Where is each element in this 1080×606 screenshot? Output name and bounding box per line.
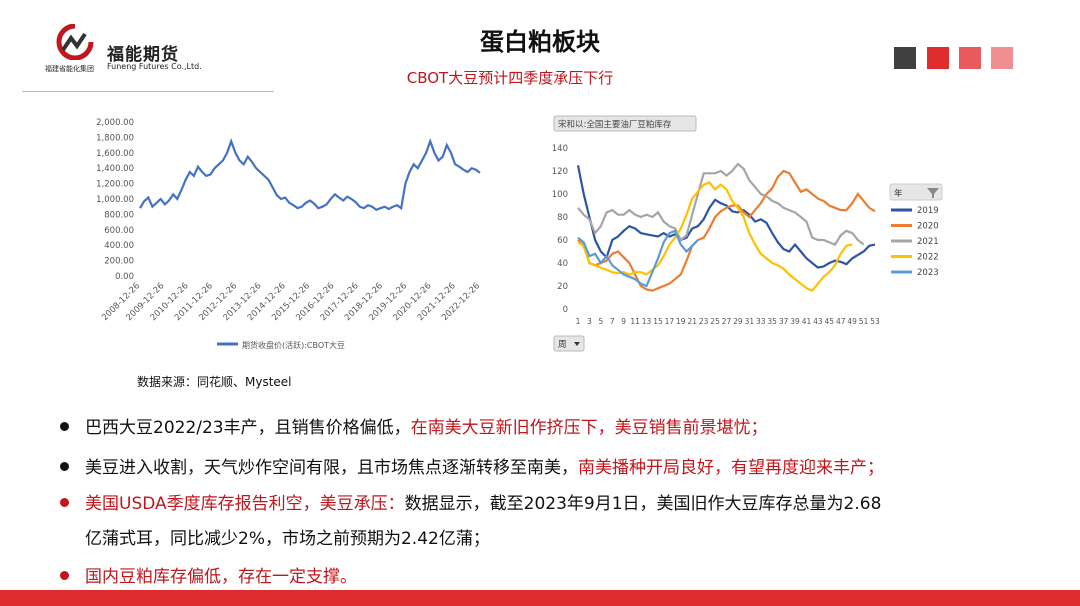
y-tick-label: 0 [563, 305, 568, 315]
y-tick-label: 400.00 [104, 241, 134, 251]
bullet-text: 巴西大豆2022/23丰产，且销售价格偏低， [85, 418, 411, 438]
bullet-text: 美国USDA季度库存报告利空，美豆承压： [85, 494, 405, 514]
logo-en-name: Funeng Futures Co.,Ltd. [107, 62, 202, 71]
bullet-item: 国内豆粕库存偏低，存在一定支撑。 [60, 562, 357, 587]
x-tick-label: 53 [870, 317, 880, 326]
series-line-2023 [577, 229, 699, 288]
page-title: 蛋白粕板块 [480, 28, 600, 56]
x-tick-label: 3 [587, 317, 592, 326]
x-tick-label: 41 [802, 317, 812, 326]
x-tick-label: 33 [756, 317, 766, 326]
x-tick-label: 21 [687, 317, 697, 326]
bullet-item: 亿蒲式耳，同比减少2%，市场之前预期为2.42亿蒲； [60, 524, 490, 549]
logo-mark-icon [56, 24, 94, 60]
week-filter-label: 周 [558, 340, 567, 350]
x-tick-label: 51 [859, 317, 869, 326]
bullet-text: 国内豆粕库存偏低，存在一定支撑。 [85, 567, 357, 587]
chart2-title-box [553, 115, 697, 132]
y-tick-label: 120 [552, 167, 568, 177]
company-logo: 福能期货 Funeng Futures Co.,Ltd. 福建省能化集团 [45, 24, 215, 84]
y-tick-label: 40 [557, 259, 568, 269]
x-tick-label: 9 [621, 317, 626, 326]
bullet-dot-icon [60, 461, 69, 471]
x-tick-label: 15 [653, 317, 663, 326]
x-tick-label: 5 [598, 317, 603, 326]
bullet-text: 南美播种开局良好，有望再度迎来丰产； [578, 458, 884, 478]
legend-label: 2023 [917, 268, 939, 278]
legend-label: 2019 [917, 206, 939, 216]
x-tick-label: 13 [642, 317, 652, 326]
logo-cn-name: 福能期货 [107, 45, 179, 65]
y-tick-label: 2,000.00 [96, 118, 134, 128]
bullet-dot-icon [60, 570, 69, 580]
week-filter-button[interactable] [553, 335, 585, 352]
group-name: 福建省能化集团 [45, 65, 94, 73]
bullet-text: 在南美大豆新旧作挤压下，美豆销售前景堪忧； [410, 418, 768, 438]
x-tick-label: 1 [576, 317, 581, 326]
chevron-down-icon [574, 342, 580, 346]
page-subtitle: CBOT大豆预计四季度承压下行 [406, 69, 614, 87]
x-tick-label: 43 [813, 317, 823, 326]
series-line-2019 [576, 165, 876, 269]
legend-header: 年 [894, 188, 903, 199]
y-tick-label: 1,200.00 [96, 180, 134, 190]
x-tick-label: 7 [610, 317, 615, 326]
series-line-2022 [577, 181, 853, 292]
x-tick-label: 29 [733, 317, 743, 326]
chart2-title: 宋和以:全国主要油厂豆粕库存 [558, 119, 672, 130]
y-tick-label: 1,800.00 [96, 133, 134, 143]
x-tick-label: 17 [665, 317, 675, 326]
x-tick-label: 11 [630, 317, 640, 326]
bullet-item: 巴西大豆2022/23丰产，且销售价格偏低，在南美大豆新旧作挤压下，美豆销售前景… [60, 413, 768, 438]
y-tick-label: 80 [557, 213, 568, 223]
cbot-soybean-chart: 2,000.00 1,800.00 1,600.00 1,400.00 1,200.00… [96, 118, 482, 350]
series-line-2021 [577, 162, 865, 246]
bullet-dot-icon [60, 421, 69, 431]
header-divider [22, 91, 274, 92]
y-tick-label: 600.00 [104, 226, 134, 236]
footer-bar [0, 590, 1080, 606]
accent-square-2 [927, 47, 949, 69]
bullet-item: 美国USDA季度库存报告利空，美豆承压：数据显示，截至2023年9月1日，美国旧… [60, 489, 881, 514]
chart1-legend: 期货收盘价(活跃):CBOT大豆 [242, 340, 345, 350]
data-source: 数据来源：同花顺、Mysteel [137, 375, 292, 389]
legend-label: 2020 [917, 222, 939, 232]
x-tick-label: 39 [790, 317, 800, 326]
x-tick-label: 25 [710, 317, 720, 326]
y-tick-label: 140 [552, 144, 568, 154]
bullet-text: 数据显示，截至2023年9月1日，美国旧作大豆库存总量为2.68 [404, 494, 882, 514]
x-tick-label: 47 [836, 317, 846, 326]
y-tick-label: 1,400.00 [96, 164, 134, 174]
y-tick-label: 20 [557, 282, 568, 292]
x-tick-label: 23 [699, 317, 709, 326]
x-tick-label: 19 [676, 317, 686, 326]
accent-square-1 [894, 47, 916, 69]
x-tick-label: 37 [779, 317, 789, 326]
y-tick-label: 800.00 [104, 210, 134, 220]
x-tick-label: 49 [847, 317, 857, 326]
y-tick-label: 60 [557, 236, 568, 246]
x-tick-label: 31 [745, 317, 755, 326]
accent-square-3 [959, 47, 981, 69]
x-tick-label: 35 [767, 317, 777, 326]
series-line-2020 [577, 169, 876, 292]
bullet-text: 美豆进入收割，天气炒作空间有限，且市场焦点逐渐转移至南美， [85, 458, 578, 478]
y-tick-label: 1,000.00 [96, 195, 134, 205]
y-tick-label: 100 [552, 190, 568, 200]
y-tick-label: 0.00 [115, 272, 134, 282]
accent-square-4 [991, 47, 1013, 69]
x-tick-label: 45 [825, 317, 835, 326]
bullet-item: 美豆进入收割，天气炒作空间有限，且市场焦点逐渐转移至南美，南美播种开局良好，有望… [60, 453, 884, 478]
filter-icon [927, 188, 939, 198]
y-tick-label: 200.00 [104, 257, 134, 267]
y-tick-label: 1,600.00 [96, 149, 134, 159]
cbot-price-line [139, 138, 481, 212]
bullet-dot-icon [60, 497, 69, 507]
legend-label: 2022 [917, 253, 939, 263]
x-tick-label: 27 [722, 317, 732, 326]
legend-label: 2021 [917, 237, 939, 247]
bullet-text: 亿蒲式耳，同比减少2%，市场之前预期为2.42亿蒲； [85, 529, 490, 549]
